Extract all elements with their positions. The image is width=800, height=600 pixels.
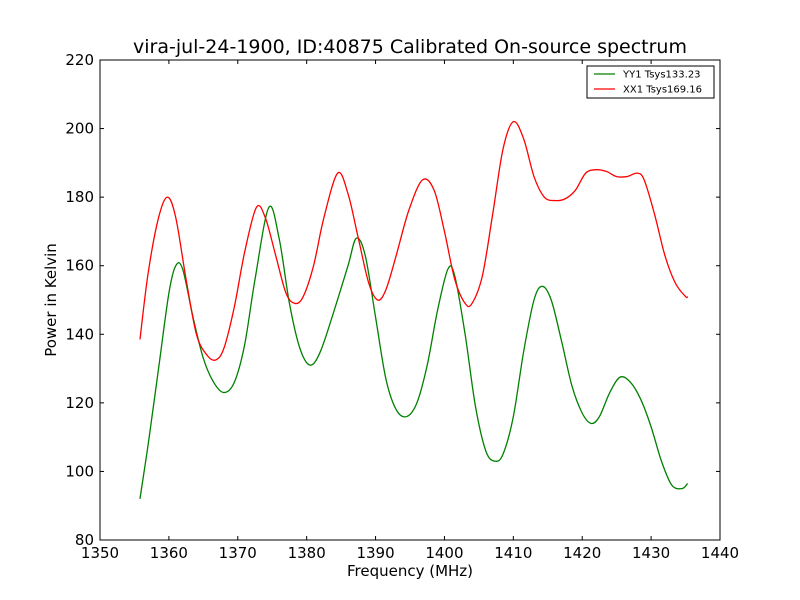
y-tick-label: 220 xyxy=(65,51,94,69)
plot-area-frame xyxy=(99,59,721,541)
series-layer xyxy=(139,120,689,499)
x-tick-label: 1360 xyxy=(150,544,188,562)
x-tick-label: 1390 xyxy=(356,544,394,562)
x-tick-label: 1370 xyxy=(219,544,257,562)
legend-label: XX1 Tsys169.16 xyxy=(623,85,702,96)
x-tick-label: 1440 xyxy=(701,544,739,562)
x-tick-label: 1400 xyxy=(425,544,463,562)
y-tick-label: 100 xyxy=(65,462,94,480)
x-tick-label: 1350 xyxy=(81,544,119,562)
x-tick-label: 1410 xyxy=(494,544,532,562)
y-tick-label: 120 xyxy=(65,394,94,412)
y-tick-label: 80 xyxy=(75,531,94,549)
x-tick-label: 1430 xyxy=(632,544,670,562)
x-axis-title: Frequency (MHz) xyxy=(347,562,473,580)
chart-title: vira-jul-24-1900, ID:40875 Calibrated On… xyxy=(133,36,687,58)
x-tick-label: 1420 xyxy=(563,544,601,562)
y-axis-title: Power in Kelvin xyxy=(42,243,60,357)
legend-label: YY1 Tsys133.23 xyxy=(622,70,701,81)
series-line-2 xyxy=(139,120,689,361)
y-tick-label: 160 xyxy=(65,257,94,275)
series-line-1 xyxy=(139,205,689,499)
legend-box xyxy=(586,65,715,99)
x-tick-label: 1380 xyxy=(288,544,326,562)
y-tick-label: 140 xyxy=(65,325,94,343)
legend: YY1 Tsys133.23 XX1 Tsys169.16 xyxy=(586,65,715,99)
y-tick-label: 180 xyxy=(65,188,94,206)
y-tick-label: 200 xyxy=(65,120,94,138)
ticks-layer: 1350 1360 1370 1380 1390 1400 1410 1420 1430 1440… xyxy=(65,51,739,562)
